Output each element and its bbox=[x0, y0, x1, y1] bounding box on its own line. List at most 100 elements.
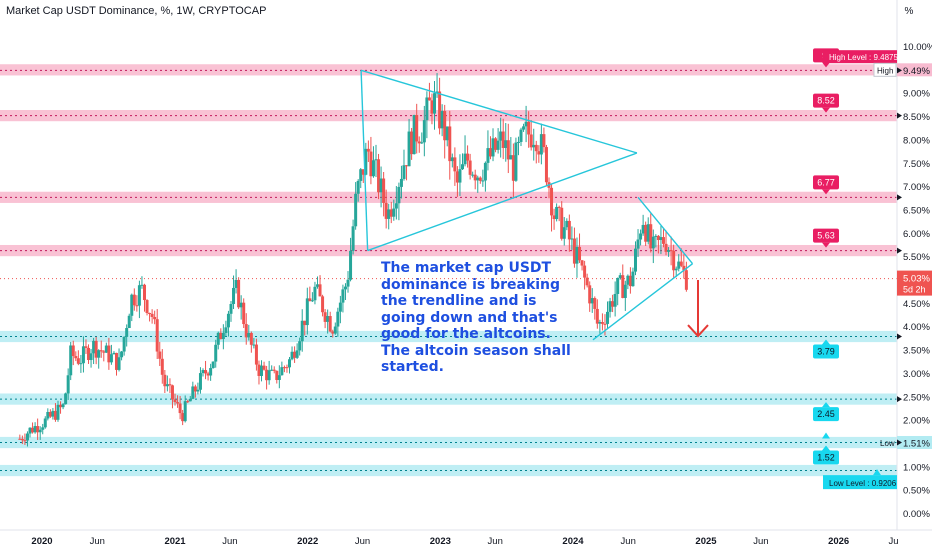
candle-body bbox=[603, 323, 607, 325]
candle-body bbox=[165, 384, 169, 387]
candle-body bbox=[448, 126, 452, 162]
candle-body bbox=[173, 399, 177, 403]
time-tick-label: Jun bbox=[222, 536, 237, 547]
candle-body bbox=[397, 186, 401, 204]
candle-body bbox=[631, 271, 635, 287]
candle-body bbox=[590, 298, 594, 304]
candle-body bbox=[616, 277, 620, 294]
candle-body bbox=[257, 364, 261, 376]
candle-body bbox=[560, 207, 564, 239]
candle-body bbox=[588, 285, 592, 304]
support-tag: 3.79 bbox=[813, 339, 839, 359]
candle-body bbox=[163, 374, 167, 387]
candle-body bbox=[565, 220, 569, 228]
axis-level-marker bbox=[897, 247, 902, 254]
candle-body bbox=[430, 100, 434, 114]
resistance-tag: 8.52 bbox=[813, 93, 839, 113]
candle-body bbox=[633, 248, 637, 272]
candle-body bbox=[94, 340, 98, 358]
candle-body bbox=[25, 433, 29, 441]
candle-body bbox=[684, 270, 688, 290]
support-tag-text: 3.79 bbox=[817, 347, 835, 357]
price-tick-label: 4.00% bbox=[903, 322, 930, 333]
price-tick-label: 7.50% bbox=[903, 159, 930, 170]
candle-body bbox=[132, 294, 136, 306]
candle-body bbox=[374, 159, 378, 161]
resistance-tag-text: 5.63 bbox=[817, 231, 835, 241]
candle-body bbox=[427, 97, 431, 101]
trendline bbox=[592, 263, 693, 341]
candle-body bbox=[204, 370, 208, 374]
candle-body bbox=[611, 301, 615, 307]
candle-body bbox=[514, 142, 518, 181]
candle-body bbox=[61, 404, 65, 408]
price-tick-label: 0.50% bbox=[903, 486, 930, 497]
candle-body bbox=[239, 302, 243, 308]
resistance-tag-box bbox=[813, 175, 839, 190]
current-price-text: 5.03% bbox=[903, 274, 930, 285]
candle-body bbox=[275, 370, 279, 380]
candle-body bbox=[389, 209, 393, 217]
candle-body bbox=[593, 298, 597, 309]
candle-body bbox=[53, 410, 57, 420]
candle-body bbox=[420, 142, 424, 144]
support-tag-text: 1.52 bbox=[817, 453, 835, 463]
candle-body bbox=[544, 147, 548, 183]
candle-body bbox=[516, 141, 520, 143]
resistance-zone bbox=[0, 64, 897, 76]
candle-body bbox=[59, 404, 63, 408]
candle-body bbox=[285, 367, 289, 369]
candle-body bbox=[672, 250, 676, 271]
candle-body bbox=[402, 165, 406, 179]
candle-body bbox=[244, 324, 248, 338]
candle-body bbox=[135, 305, 139, 307]
candle-body bbox=[288, 359, 292, 368]
low-price-box bbox=[897, 435, 932, 449]
candle-body bbox=[504, 140, 508, 148]
candle-body bbox=[46, 411, 50, 419]
candle-body bbox=[176, 402, 180, 404]
candle-body bbox=[237, 279, 241, 308]
candle-body bbox=[364, 148, 368, 175]
candle-body bbox=[148, 312, 152, 314]
high-marker-box bbox=[873, 62, 897, 77]
time-axis: 2020 Jun 2021 Jun 2022 Jun 2023 Jun 2024 Jun 2025 J… bbox=[0, 529, 932, 547]
candle-body bbox=[23, 440, 27, 442]
price-tick-label: 2.00% bbox=[903, 416, 930, 427]
price-tick-label: 7.00% bbox=[903, 182, 930, 193]
candle-body bbox=[267, 370, 271, 381]
resistance-tag-pointer bbox=[822, 62, 830, 68]
candle-body bbox=[28, 427, 32, 434]
candle-body bbox=[377, 159, 381, 193]
candle-body bbox=[226, 313, 230, 328]
candle-body bbox=[539, 134, 543, 155]
candle-body bbox=[410, 131, 414, 155]
candle-body bbox=[346, 279, 350, 287]
candle-body bbox=[435, 91, 439, 94]
candle-body bbox=[359, 169, 363, 181]
support-tag-text: 2.45 bbox=[817, 409, 835, 419]
candle-body bbox=[613, 293, 617, 307]
candle-body bbox=[542, 134, 546, 148]
candle-body bbox=[282, 367, 286, 369]
candle-body bbox=[399, 178, 403, 187]
candle-body bbox=[486, 148, 490, 163]
candle-body bbox=[280, 367, 284, 376]
candle-body bbox=[193, 386, 197, 392]
candle-body bbox=[188, 398, 192, 402]
candle-body bbox=[583, 265, 587, 278]
candle-body bbox=[33, 426, 37, 433]
unit-button[interactable]: % bbox=[904, 6, 914, 17]
candle-body bbox=[107, 345, 111, 363]
price-tick-label: 8.50% bbox=[903, 112, 930, 123]
candle-body bbox=[293, 351, 297, 358]
candle-body bbox=[463, 153, 467, 165]
candle-body bbox=[455, 171, 459, 183]
candle-body bbox=[104, 345, 108, 353]
candle-body bbox=[562, 227, 566, 239]
candle-body bbox=[260, 365, 264, 376]
candle-body bbox=[20, 438, 24, 441]
candle-body bbox=[181, 413, 185, 422]
price-tick-label: 6.00% bbox=[903, 229, 930, 240]
